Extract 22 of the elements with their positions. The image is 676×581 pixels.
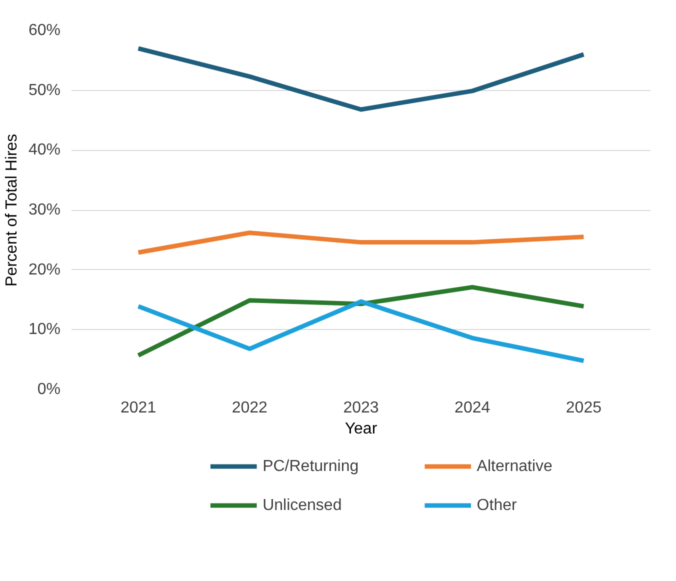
x-axis-title: Year: [344, 420, 378, 438]
line-series: [136, 299, 586, 364]
line-series: [136, 46, 586, 112]
y-tick-label: 10%: [28, 321, 61, 338]
legend-label: Other: [476, 497, 518, 514]
legend-label: Alternative: [476, 458, 552, 475]
y-tick-label: 0%: [37, 381, 60, 398]
x-tick-label: 2023: [343, 400, 379, 416]
line-series: [136, 230, 586, 255]
x-tick-label: 2021: [120, 400, 156, 416]
y-axis-title: Percent of Total Hires: [3, 134, 20, 286]
x-tick-label: 2025: [566, 400, 602, 416]
legend-label: PC/Returning: [262, 458, 359, 475]
y-tick-label: 50%: [28, 82, 61, 99]
y-tick-label: 60%: [28, 22, 61, 39]
line-series: [136, 284, 586, 358]
y-tick-label: 20%: [28, 261, 61, 278]
x-tick-label: 2024: [454, 400, 490, 416]
x-tick-label: 2022: [232, 400, 268, 416]
y-tick-label: 30%: [28, 202, 61, 218]
legend-label: Unlicensed: [262, 497, 342, 514]
y-tick-label: 40%: [28, 142, 61, 159]
